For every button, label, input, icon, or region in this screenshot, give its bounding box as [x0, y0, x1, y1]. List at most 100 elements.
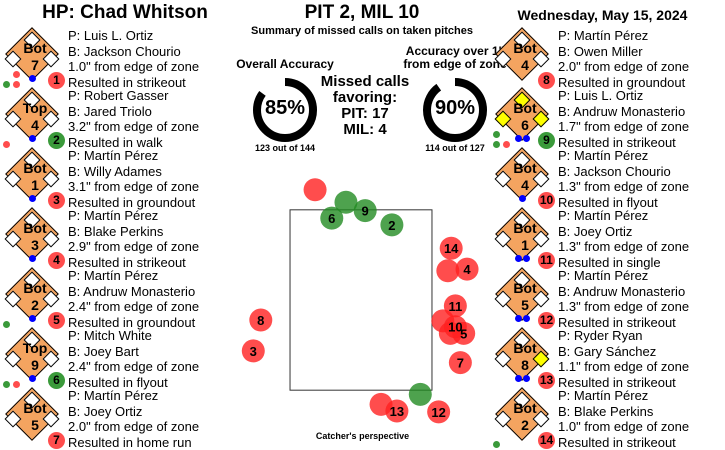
call-number-badge: 13	[538, 372, 555, 389]
result-line: Resulted in strikeout	[558, 374, 676, 390]
distance-line: 3.2" from edge of zone	[68, 119, 200, 134]
result-line: Resulted in strikeout	[558, 134, 676, 150]
inning-number: 8	[521, 357, 529, 373]
pitch-label: 5	[460, 326, 467, 341]
batter-line: B: Andruw Monasterio	[558, 283, 686, 299]
result-line: Resulted in walk	[68, 134, 163, 150]
inning-number: 1	[31, 177, 39, 193]
call-number-badge: 5	[48, 312, 65, 329]
call-number-badge: 9	[538, 132, 555, 149]
over1-accuracy-donut	[423, 78, 487, 142]
result-line: Resulted in groundout	[558, 74, 686, 90]
over1-accuracy-label: Accuracy over 1" from edge of zone	[395, 45, 515, 71]
out-dot	[518, 195, 526, 202]
call-number-badge: 12	[538, 312, 555, 329]
missed-call-card: Bot 4 P: Martín Pérez B: Jackson Chourio 1.3…	[490, 147, 720, 210]
outs-indicator	[512, 315, 532, 322]
call-number-badge: 8	[538, 72, 555, 89]
card-text: P: Robert Gasser B: Jared Triolo 3.2" from…	[68, 88, 199, 150]
umpire-title: HP: Chad Whitson	[42, 2, 208, 23]
strike-zone	[289, 209, 433, 391]
count-indicator	[493, 431, 513, 450]
inning-number: 3	[31, 237, 39, 253]
over1-accuracy-pct: 90%	[434, 97, 476, 119]
distance-line: 1.1" from edge of zone	[558, 359, 690, 374]
distance-line: 2.9" from edge of zone	[68, 239, 200, 254]
card-text: P: Luis L. Ortiz B: Andruw Monasterio 1.7"…	[558, 88, 689, 150]
count-indicator	[3, 131, 23, 151]
result-line: Resulted in home run	[68, 434, 192, 450]
call-number-badge: 10	[538, 192, 555, 209]
pitch-marker	[427, 400, 451, 424]
count-indicator	[3, 311, 23, 331]
out-dot	[28, 75, 36, 82]
pitch-marker	[303, 178, 327, 202]
pitch-marker	[241, 339, 265, 363]
count-dot	[3, 71, 10, 78]
missed-call-card: Top 9 P: Mitch White B: Joey Bart 2.4" from …	[0, 327, 230, 391]
inning-half: Bot	[513, 280, 537, 296]
inning-half: Bot	[513, 220, 537, 236]
out-dot	[514, 135, 522, 142]
count-dot	[493, 141, 500, 148]
batter-line: B: Joey Ortiz	[558, 223, 633, 239]
missed-calls-summary: Missed calls favoring: PIT: 17 MIL: 4	[310, 74, 420, 138]
overall-accuracy-pct: 85%	[264, 97, 306, 119]
inning-number: 1	[521, 237, 529, 253]
call-number-badge: 6	[48, 372, 65, 389]
pitcher-line: P: Luis L. Ortiz	[68, 28, 154, 43]
inning-label: Bot 1	[18, 160, 52, 194]
count-dot	[13, 71, 20, 78]
inning-half: Bot	[23, 40, 47, 56]
distance-line: 1.0" from edge of zone	[558, 419, 690, 434]
missed-call-card: Bot 1 P: Martín Pérez B: Willy Adames 3.1" f…	[0, 147, 230, 210]
distance-line: 1.7" from edge of zone	[558, 119, 690, 134]
pitch-label: 7	[457, 356, 464, 371]
missed-call-card: Bot 6 P: Luis L. Ortiz B: Andruw Monasterio…	[490, 87, 720, 150]
inning-half: Bot	[23, 280, 47, 296]
distance-line: 2.4" from edge of zone	[68, 359, 200, 374]
pitch-marker	[320, 206, 344, 230]
pitch-label: 12	[431, 405, 445, 420]
inning-number: 7	[31, 57, 39, 73]
missed-line: favoring:	[332, 89, 398, 106]
pitch-marker	[448, 351, 472, 375]
score-title: PIT 2, MIL 10	[304, 2, 420, 23]
result-line: Resulted in single	[558, 254, 661, 270]
pitch-label: 11	[448, 299, 462, 314]
call-number-badge: 7	[48, 432, 65, 449]
count-dot	[3, 381, 10, 388]
count-indicator	[3, 371, 23, 391]
out-dot	[28, 375, 36, 382]
pitch-label: 2	[388, 218, 395, 233]
subtitle: Summary of missed calls on taken pitches	[251, 25, 473, 37]
out-dot	[28, 315, 36, 322]
pitcher-line: P: Martín Pérez	[558, 388, 649, 403]
plot-caption: Catcher's perspective	[315, 431, 410, 441]
out-dot	[514, 315, 522, 322]
inning-half: Bot	[513, 100, 537, 116]
batter-line: B: Joey Ortiz	[68, 403, 143, 419]
missed-call-card: Bot 8 P: Ryder Ryan B: Gary Sánchez 1.1" fro…	[490, 327, 720, 390]
pitcher-line: P: Martín Pérez	[68, 388, 159, 403]
pitch-label: 4	[463, 262, 471, 277]
batter-line: B: Blake Perkins	[68, 223, 164, 239]
inning-label: Bot 5	[508, 280, 542, 314]
card-text: P: Martín Pérez B: Jackson Chourio 1.3" fr…	[558, 148, 689, 210]
inning-number: 4	[31, 117, 39, 133]
batter-line: B: Jackson Chourio	[68, 43, 181, 59]
inning-number: 4	[521, 177, 529, 193]
missed-call-card: Bot 2 P: Martín Pérez B: Andruw Monasterio 2…	[0, 267, 230, 331]
batter-line: B: Andruw Monasterio	[68, 283, 196, 299]
out-dot	[514, 375, 522, 382]
inning-label: Bot 4	[508, 40, 542, 74]
call-number-badge: 1	[48, 72, 65, 89]
missed-call-card: Bot 5 P: Martín Pérez B: Andruw Monasterio 1…	[490, 267, 720, 330]
outs-indicator	[22, 135, 42, 142]
overall-accuracy-label: Overall Accuracy	[236, 57, 334, 71]
missed-call-card: Bot 7 P: Luis L. Ortiz B: Jackson Chourio 1.…	[0, 27, 230, 90]
result-line: Resulted in strikeout	[558, 314, 676, 330]
missed-call-card: Bot 2 P: Martín Pérez B: Blake Perkins 1.0" …	[490, 387, 720, 450]
out-dot	[522, 315, 530, 322]
donut-arc	[423, 78, 487, 142]
